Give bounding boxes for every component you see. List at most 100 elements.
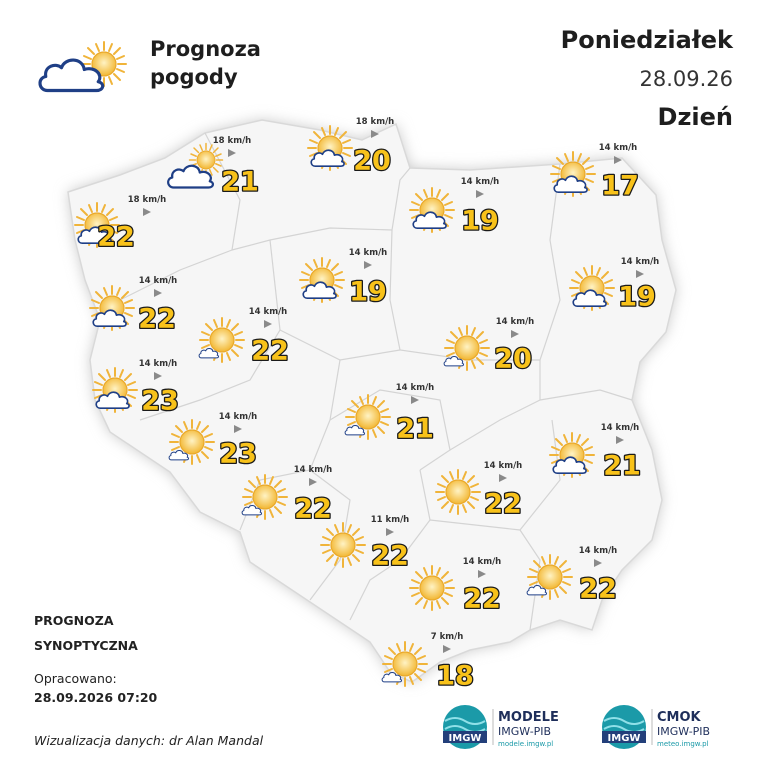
station: 14 km/h 19 xyxy=(299,248,388,309)
temperature: 23 xyxy=(219,439,257,470)
weather-icon xyxy=(443,325,490,371)
wind-arrow xyxy=(234,425,242,433)
wind-speed: 14 km/h xyxy=(349,248,387,258)
weather-icon xyxy=(435,469,481,515)
wind-speed: 11 km/h xyxy=(371,515,409,525)
country-outline xyxy=(67,119,677,683)
temperature: 22 xyxy=(371,541,409,572)
wind-speed: 14 km/h xyxy=(484,461,522,471)
station: 14 km/h 23 xyxy=(92,359,180,418)
wind-speed: 14 km/h xyxy=(139,276,177,286)
temperature: 21 xyxy=(603,451,641,482)
logo-name: MODELE xyxy=(498,710,559,725)
weather-icon xyxy=(550,151,596,197)
station: 11 km/h 22 xyxy=(320,515,410,573)
logo-band xyxy=(443,731,487,743)
weather-icon xyxy=(198,317,245,363)
station: 14 km/h 22 xyxy=(198,307,290,368)
station: 14 km/h 22 xyxy=(526,546,618,606)
wind-speed: 14 km/h xyxy=(461,177,499,187)
weather-icon xyxy=(168,419,215,465)
wind-arrow xyxy=(478,570,486,578)
wind-speed: 14 km/h xyxy=(249,307,287,317)
wind-speed: 14 km/h xyxy=(601,423,639,433)
wind-speed: 18 km/h xyxy=(128,195,166,205)
header-title: Prognoza xyxy=(150,37,261,61)
temperature: 17 xyxy=(601,171,639,202)
footer-credit: Wizualizacja danych: dr Alan Mandal xyxy=(34,733,264,748)
wind-arrow xyxy=(309,478,317,486)
temperature: 19 xyxy=(349,277,387,308)
wind-speed: 14 km/h xyxy=(139,359,177,369)
temperature: 22 xyxy=(463,584,501,615)
weather-icon xyxy=(526,554,573,600)
logo-badge-text: IMGW xyxy=(608,733,641,744)
station: 14 km/h 19 xyxy=(569,257,659,314)
weather-icon xyxy=(89,285,135,331)
logo-url: meteo.imgw.pl xyxy=(657,740,709,748)
wind-arrow xyxy=(154,372,162,380)
wind-arrow xyxy=(143,208,151,216)
weather-icon xyxy=(307,125,353,171)
weather-icon xyxy=(569,265,615,311)
wind-arrow xyxy=(228,149,236,157)
station: 14 km/h 22 xyxy=(409,557,502,616)
header-day: Poniedziałek xyxy=(561,26,734,54)
wind-arrow xyxy=(476,190,484,198)
temperature: 18 xyxy=(436,661,474,692)
wind-speed: 14 km/h xyxy=(219,412,257,422)
footer-time: 28.09.2026 07:20 xyxy=(34,690,158,705)
footer-type: SYNOPTYCZNA xyxy=(34,638,138,653)
logo-org: IMGW-PIB xyxy=(498,725,551,738)
station: 14 km/h 20 xyxy=(443,317,534,376)
weather-icon xyxy=(409,565,455,611)
temperature: 22 xyxy=(97,222,135,253)
station: 14 km/h 22 xyxy=(241,465,333,526)
logo-org: IMGW-PIB xyxy=(657,725,710,738)
weather-icon xyxy=(409,187,455,233)
weather-icon xyxy=(92,367,138,413)
wind-speed: 18 km/h xyxy=(213,136,251,146)
wind-arrow xyxy=(443,645,451,653)
temperature: 19 xyxy=(461,206,499,237)
wind-arrow xyxy=(371,130,379,138)
weather-icon xyxy=(320,522,366,568)
station: 14 km/h 19 xyxy=(409,177,500,238)
station: 14 km/h 21 xyxy=(344,383,435,446)
station: 14 km/h 17 xyxy=(550,143,640,203)
weather-icon xyxy=(381,641,428,687)
header-period: Dzień xyxy=(658,103,733,131)
temperature: 20 xyxy=(494,344,532,375)
temperature: 22 xyxy=(484,489,522,520)
wind-speed: 14 km/h xyxy=(294,465,332,475)
weather-icon xyxy=(299,257,345,303)
logo-band xyxy=(602,731,646,743)
weather-icon xyxy=(344,394,391,440)
station: 18 km/h 22 xyxy=(74,195,166,254)
wind-arrow xyxy=(411,396,419,404)
wind-speed: 14 km/h xyxy=(396,383,434,393)
wind-arrow xyxy=(154,289,162,297)
header-logo xyxy=(38,41,127,93)
temperature: 21 xyxy=(396,414,434,445)
temperature: 23 xyxy=(141,386,179,417)
logo-url: modele.imgw.pl xyxy=(498,740,553,748)
temperature: 22 xyxy=(294,494,332,525)
wind-speed: 14 km/h xyxy=(496,317,534,327)
temperature: 21 xyxy=(221,167,259,198)
weather-icon xyxy=(241,474,288,520)
wind-speed: 14 km/h xyxy=(621,257,659,267)
station: 14 km/h 22 xyxy=(89,276,177,336)
wind-arrow xyxy=(594,559,602,567)
wind-speed: 14 km/h xyxy=(579,546,617,556)
wind-arrow xyxy=(264,320,272,328)
station: 18 km/h 21 xyxy=(167,136,260,199)
weather-icon xyxy=(549,432,595,478)
station: 7 km/h 18 xyxy=(381,632,475,693)
wind-arrow xyxy=(511,330,519,338)
